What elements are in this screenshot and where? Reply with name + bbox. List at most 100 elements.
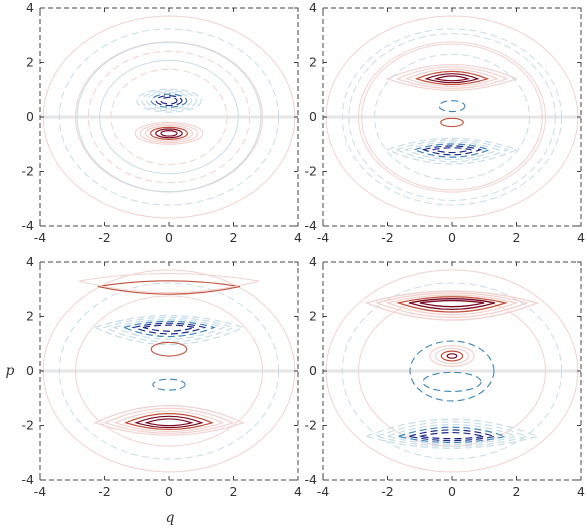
x-tick-label: 0 bbox=[448, 484, 456, 499]
y-tick-label: 2 bbox=[309, 55, 317, 70]
xlabel: q bbox=[166, 510, 175, 526]
x-tick-label: 0 bbox=[165, 484, 173, 499]
negative-contour bbox=[155, 95, 183, 107]
positive-contour bbox=[139, 123, 199, 144]
positive-contour bbox=[408, 298, 496, 311]
positive-contour bbox=[440, 117, 464, 128]
negative-contour bbox=[160, 96, 178, 105]
contour-group bbox=[323, 269, 581, 473]
outer-contour bbox=[357, 41, 547, 193]
y-tick-label: 4 bbox=[309, 0, 317, 15]
x-tick-label: 4 bbox=[577, 484, 585, 499]
negative-contour bbox=[432, 147, 472, 154]
negative-contour bbox=[152, 378, 186, 391]
positive-contour bbox=[414, 70, 490, 86]
negative-contour bbox=[438, 100, 466, 113]
x-tick-label: 2 bbox=[230, 230, 238, 245]
y-tick-label: -4 bbox=[305, 218, 318, 233]
positive-contour bbox=[150, 341, 188, 357]
x-tick-label: -4 bbox=[317, 230, 330, 245]
positive-contour bbox=[150, 126, 188, 140]
x-tick-label: 0 bbox=[165, 230, 173, 245]
contour-group bbox=[323, 15, 581, 219]
y-tick-label: -2 bbox=[305, 164, 317, 179]
ylabel: p bbox=[6, 363, 15, 379]
negative-contour bbox=[409, 340, 495, 402]
positive-contour bbox=[446, 353, 458, 359]
negative-contour bbox=[93, 315, 245, 346]
positive-contour bbox=[364, 290, 540, 321]
negative-contour bbox=[121, 320, 217, 338]
x-tick-label: 0 bbox=[448, 230, 456, 245]
x-tick-label: 2 bbox=[513, 484, 521, 499]
y-tick-label: 0 bbox=[26, 109, 34, 124]
positive-contour bbox=[113, 410, 225, 432]
negative-contour bbox=[421, 145, 483, 156]
x-tick-label: -4 bbox=[34, 230, 47, 245]
negative-contour bbox=[150, 93, 188, 108]
negative-contour bbox=[396, 426, 508, 444]
positive-contour bbox=[434, 347, 470, 365]
x-tick-label: 2 bbox=[230, 484, 238, 499]
negative-contour bbox=[394, 139, 510, 163]
y-tick-label: 0 bbox=[26, 363, 34, 378]
ring-contour bbox=[374, 53, 530, 181]
negative-contour bbox=[112, 318, 226, 340]
negative-contour bbox=[131, 322, 207, 335]
panel-top-left: -4 -2 0 2 4 -4 -2 0 2 4 bbox=[22, 0, 302, 245]
panel-bottom-right: -4 -2 0 2 4 -4 -2 0 2 4 bbox=[305, 254, 585, 499]
outer-contour bbox=[58, 28, 280, 206]
positive-contour bbox=[155, 128, 183, 139]
positive-contour bbox=[433, 75, 471, 82]
y-tick-label: -4 bbox=[22, 472, 35, 487]
ring-contour bbox=[110, 68, 228, 166]
negative-contour bbox=[364, 418, 540, 449]
positive-contour bbox=[419, 299, 485, 308]
positive-contour bbox=[144, 125, 194, 142]
positive-contour bbox=[395, 66, 509, 89]
positive-contour bbox=[124, 413, 214, 431]
positive-contour bbox=[78, 272, 260, 294]
contour-group bbox=[40, 15, 298, 219]
negative-contour bbox=[403, 141, 501, 161]
x-tick-label: -4 bbox=[34, 484, 47, 499]
negative-contour bbox=[385, 137, 519, 165]
negative-contour bbox=[408, 429, 496, 442]
negative-contour bbox=[375, 421, 529, 447]
negative-contour bbox=[140, 90, 198, 112]
positive-contour bbox=[103, 407, 235, 434]
y-tick-label: 2 bbox=[26, 55, 34, 70]
negative-contour bbox=[136, 88, 202, 113]
y-tick-label: -2 bbox=[22, 164, 34, 179]
positive-contour bbox=[97, 280, 241, 295]
x-tick-label: -2 bbox=[98, 230, 110, 245]
positive-contour bbox=[375, 292, 529, 318]
contour-group bbox=[40, 269, 298, 473]
ring-contour bbox=[361, 43, 543, 191]
x-tick-label: -4 bbox=[317, 484, 330, 499]
panel-bottom-left: -4 -2 0 2 4 -4 -2 0 2 4 bbox=[22, 254, 302, 499]
negative-contour bbox=[412, 143, 492, 158]
x-tick-label: 4 bbox=[294, 484, 302, 499]
y-tick-label: -2 bbox=[22, 418, 34, 433]
ring-contour bbox=[348, 33, 556, 201]
positive-contour bbox=[385, 63, 519, 91]
y-tick-label: 0 bbox=[309, 363, 317, 378]
outer-contour bbox=[341, 28, 563, 206]
y-tick-label: 2 bbox=[309, 309, 317, 324]
negative-contour bbox=[422, 371, 482, 392]
positive-contour bbox=[134, 415, 204, 429]
x-tick-label: 4 bbox=[577, 230, 585, 245]
positive-contour bbox=[93, 405, 245, 436]
x-tick-label: 2 bbox=[513, 230, 521, 245]
outer-contour bbox=[74, 295, 264, 447]
positive-contour bbox=[144, 418, 194, 427]
positive-contour bbox=[134, 121, 204, 145]
positive-contour bbox=[405, 68, 499, 88]
y-tick-label: 0 bbox=[309, 109, 317, 124]
y-tick-label: 4 bbox=[309, 254, 317, 269]
positive-contour bbox=[385, 294, 519, 316]
positive-contour bbox=[396, 296, 508, 313]
panel-top-right: -4 -2 0 2 4 -4 -2 0 2 4 bbox=[305, 0, 585, 245]
